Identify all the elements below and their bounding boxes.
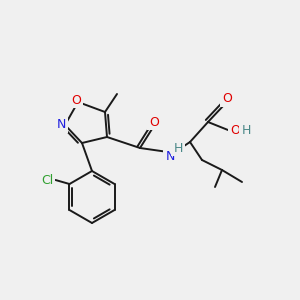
Text: O: O [230, 124, 240, 136]
Text: N: N [165, 149, 175, 163]
Text: Cl: Cl [41, 173, 54, 187]
Text: O: O [222, 92, 232, 106]
Text: H: H [173, 142, 183, 154]
Text: O: O [71, 94, 81, 106]
Text: N: N [56, 118, 66, 131]
Text: O: O [149, 116, 159, 128]
Text: H: H [241, 124, 251, 136]
